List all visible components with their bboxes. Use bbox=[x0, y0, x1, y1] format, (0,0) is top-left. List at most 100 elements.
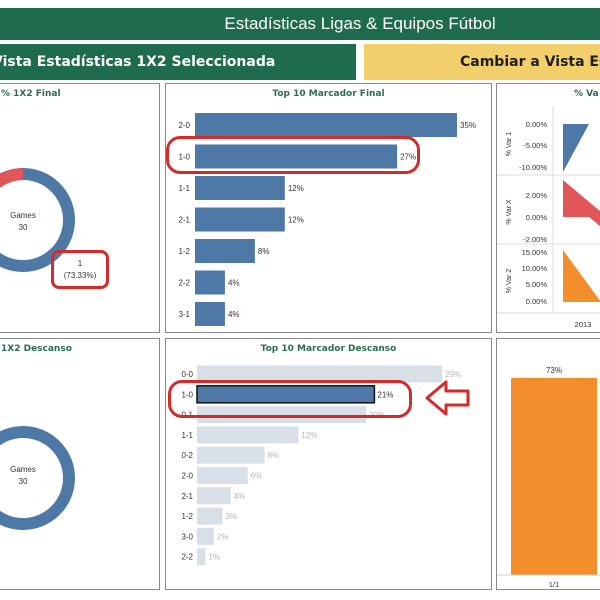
category-label: 1-2 bbox=[181, 512, 193, 521]
category-label: 0-2 bbox=[181, 451, 193, 460]
bar-2-1[interactable] bbox=[197, 487, 231, 505]
value-label: 2% bbox=[217, 532, 229, 541]
bar-2-2[interactable] bbox=[195, 270, 225, 295]
category-label: 1-0 bbox=[178, 153, 190, 162]
bar-0-2[interactable] bbox=[197, 446, 265, 464]
donut-center-label: Games bbox=[10, 465, 36, 474]
current-view-button[interactable]: Vista Estadísticas 1X2 Seleccionada bbox=[0, 44, 356, 80]
tick-label: 0.00% bbox=[526, 120, 548, 129]
value-label: 1% bbox=[208, 553, 220, 562]
category-label: 2-2 bbox=[181, 553, 193, 562]
panel-title: Top 10 Marcador Final bbox=[272, 89, 385, 99]
category-label: 2-2 bbox=[178, 279, 190, 288]
value-label: 3% bbox=[225, 512, 237, 521]
bar-2-0[interactable] bbox=[197, 467, 248, 484]
panel-top10-final: Top 10 Marcador Final 2-0 35% 1-0 27% 1-1 12%… bbox=[165, 83, 492, 333]
bar-3-1[interactable] bbox=[195, 302, 225, 326]
bar-chart-final[interactable]: 2-0 35% 1-0 27% 1-1 12% 2-1 12% 1-2 8% 2-2 4% 3-1 4% bbox=[166, 84, 492, 333]
bar-1-0[interactable] bbox=[195, 144, 398, 169]
highlight-annotation-descanso bbox=[168, 380, 412, 418]
donut-chart[interactable] bbox=[0, 84, 160, 333]
bar-1-1[interactable] bbox=[195, 176, 285, 200]
panel-title: 1X2 Descanso bbox=[1, 344, 72, 354]
row-label: % Var 1 bbox=[506, 132, 513, 156]
value-label: 12% bbox=[288, 184, 304, 193]
bar-2-0[interactable] bbox=[195, 113, 457, 137]
dashboard-title: Estadísticas Ligas & Equipos Fútbol bbox=[0, 8, 600, 40]
tick-label: 15.00% bbox=[522, 248, 548, 257]
value-label: 29% bbox=[445, 370, 461, 379]
value-label: 4% bbox=[228, 310, 240, 319]
value-label: 8% bbox=[258, 247, 270, 256]
arrow-annotation-icon bbox=[425, 380, 470, 416]
bar-1-0[interactable] bbox=[196, 385, 376, 404]
panel-1x2-final: % 1X2 Final Games 30 1 (73.33%) bbox=[0, 83, 160, 333]
value-label: 4% bbox=[234, 492, 246, 501]
bar-1-2[interactable] bbox=[197, 507, 223, 525]
bar-3-0[interactable] bbox=[197, 527, 214, 545]
bar-chart-right[interactable]: 73% 1/1 bbox=[497, 339, 600, 590]
category-label: 0-0 bbox=[181, 370, 193, 379]
value-label: 6% bbox=[251, 472, 263, 481]
category-label: 2-0 bbox=[178, 121, 190, 130]
donut-center-value: 30 bbox=[18, 477, 28, 486]
tick-label: -10.00% bbox=[519, 163, 547, 172]
category-label: 1-0 bbox=[181, 390, 193, 399]
tick-label: 0.00% bbox=[526, 297, 548, 306]
tick-label: 10.00% bbox=[522, 264, 548, 273]
tick-label: -5.00% bbox=[523, 141, 547, 150]
row-label: % Var 2 bbox=[506, 269, 513, 293]
tick-label: -2.00% bbox=[523, 235, 547, 244]
value-label: 12% bbox=[301, 431, 317, 440]
row-label: % Var X bbox=[506, 199, 513, 224]
bar-0-0[interactable] bbox=[197, 365, 442, 383]
area-var-2[interactable] bbox=[563, 250, 600, 302]
category-label: 2-1 bbox=[181, 492, 193, 501]
bar-1/1[interactable] bbox=[511, 377, 597, 575]
bar-2-1[interactable] bbox=[195, 207, 285, 232]
category-label: 1-2 bbox=[178, 247, 190, 256]
category-label: 1-1 bbox=[181, 431, 193, 440]
panel-top10-descanso: Top 10 Marcador Descanso 0-0 29% 1-0 21% 0-1… bbox=[165, 338, 492, 590]
value-label: 73% bbox=[546, 366, 562, 375]
tick-label: 0.00% bbox=[526, 213, 548, 222]
value-label: 35% bbox=[460, 121, 476, 130]
bar-chart-descanso[interactable]: 0-0 29%1-0 21%0-1 20%1-1 12%0-2 8%2-0 6%2-1 4%1… bbox=[166, 339, 492, 590]
category-label: 3-0 bbox=[181, 532, 193, 541]
tick-label: 2.00% bbox=[526, 191, 548, 200]
panel-bar-right: 73% 1/1 bbox=[496, 338, 600, 590]
var-chart[interactable]: % Var 1 0.00% -5.00% -10.00% % Var X 2.0… bbox=[497, 84, 600, 333]
highlight-annotation bbox=[51, 250, 109, 289]
donut-slice-other[interactable] bbox=[0, 168, 24, 197]
category-label: 3-1 bbox=[178, 310, 190, 319]
donut-chart-descanso[interactable] bbox=[0, 339, 160, 590]
category-label: 2-0 bbox=[181, 472, 193, 481]
callout-label: 1 bbox=[77, 259, 83, 268]
bar-1-1[interactable] bbox=[197, 426, 299, 444]
panel-1x2-descanso: 1X2 Descanso Games 30 bbox=[0, 338, 160, 590]
donut-center-label: Games bbox=[10, 211, 36, 220]
category-label: 1/1 bbox=[549, 580, 559, 589]
donut-center-value: 30 bbox=[18, 223, 28, 232]
panel-var: % Va % Var 1 0.00% -5.00% -10.00% % Var … bbox=[496, 83, 600, 333]
callout-value: (73.33%) bbox=[63, 271, 97, 280]
panel-title: % Va bbox=[574, 89, 599, 99]
bar-1-2[interactable] bbox=[195, 239, 255, 263]
value-label: 4% bbox=[228, 279, 240, 288]
tick-label: 5.00% bbox=[526, 280, 548, 289]
value-label: 8% bbox=[268, 451, 280, 460]
highlight-annotation-final bbox=[166, 136, 420, 174]
panel-title: % 1X2 Final bbox=[1, 89, 61, 99]
bar-2-2[interactable] bbox=[197, 548, 206, 566]
x-tick-label: 2013 bbox=[575, 320, 592, 329]
value-label: 12% bbox=[288, 216, 304, 225]
category-label: 2-1 bbox=[178, 216, 190, 225]
value-label: 21% bbox=[377, 390, 393, 399]
panel-title: Top 10 Marcador Descanso bbox=[260, 344, 397, 354]
switch-view-button[interactable]: Cambiar a Vista Est bbox=[364, 44, 600, 80]
area-var-x[interactable] bbox=[563, 180, 600, 232]
bar-0-1[interactable] bbox=[197, 406, 366, 424]
donut-slice-1[interactable] bbox=[0, 426, 75, 530]
area-var-1[interactable] bbox=[563, 124, 589, 172]
